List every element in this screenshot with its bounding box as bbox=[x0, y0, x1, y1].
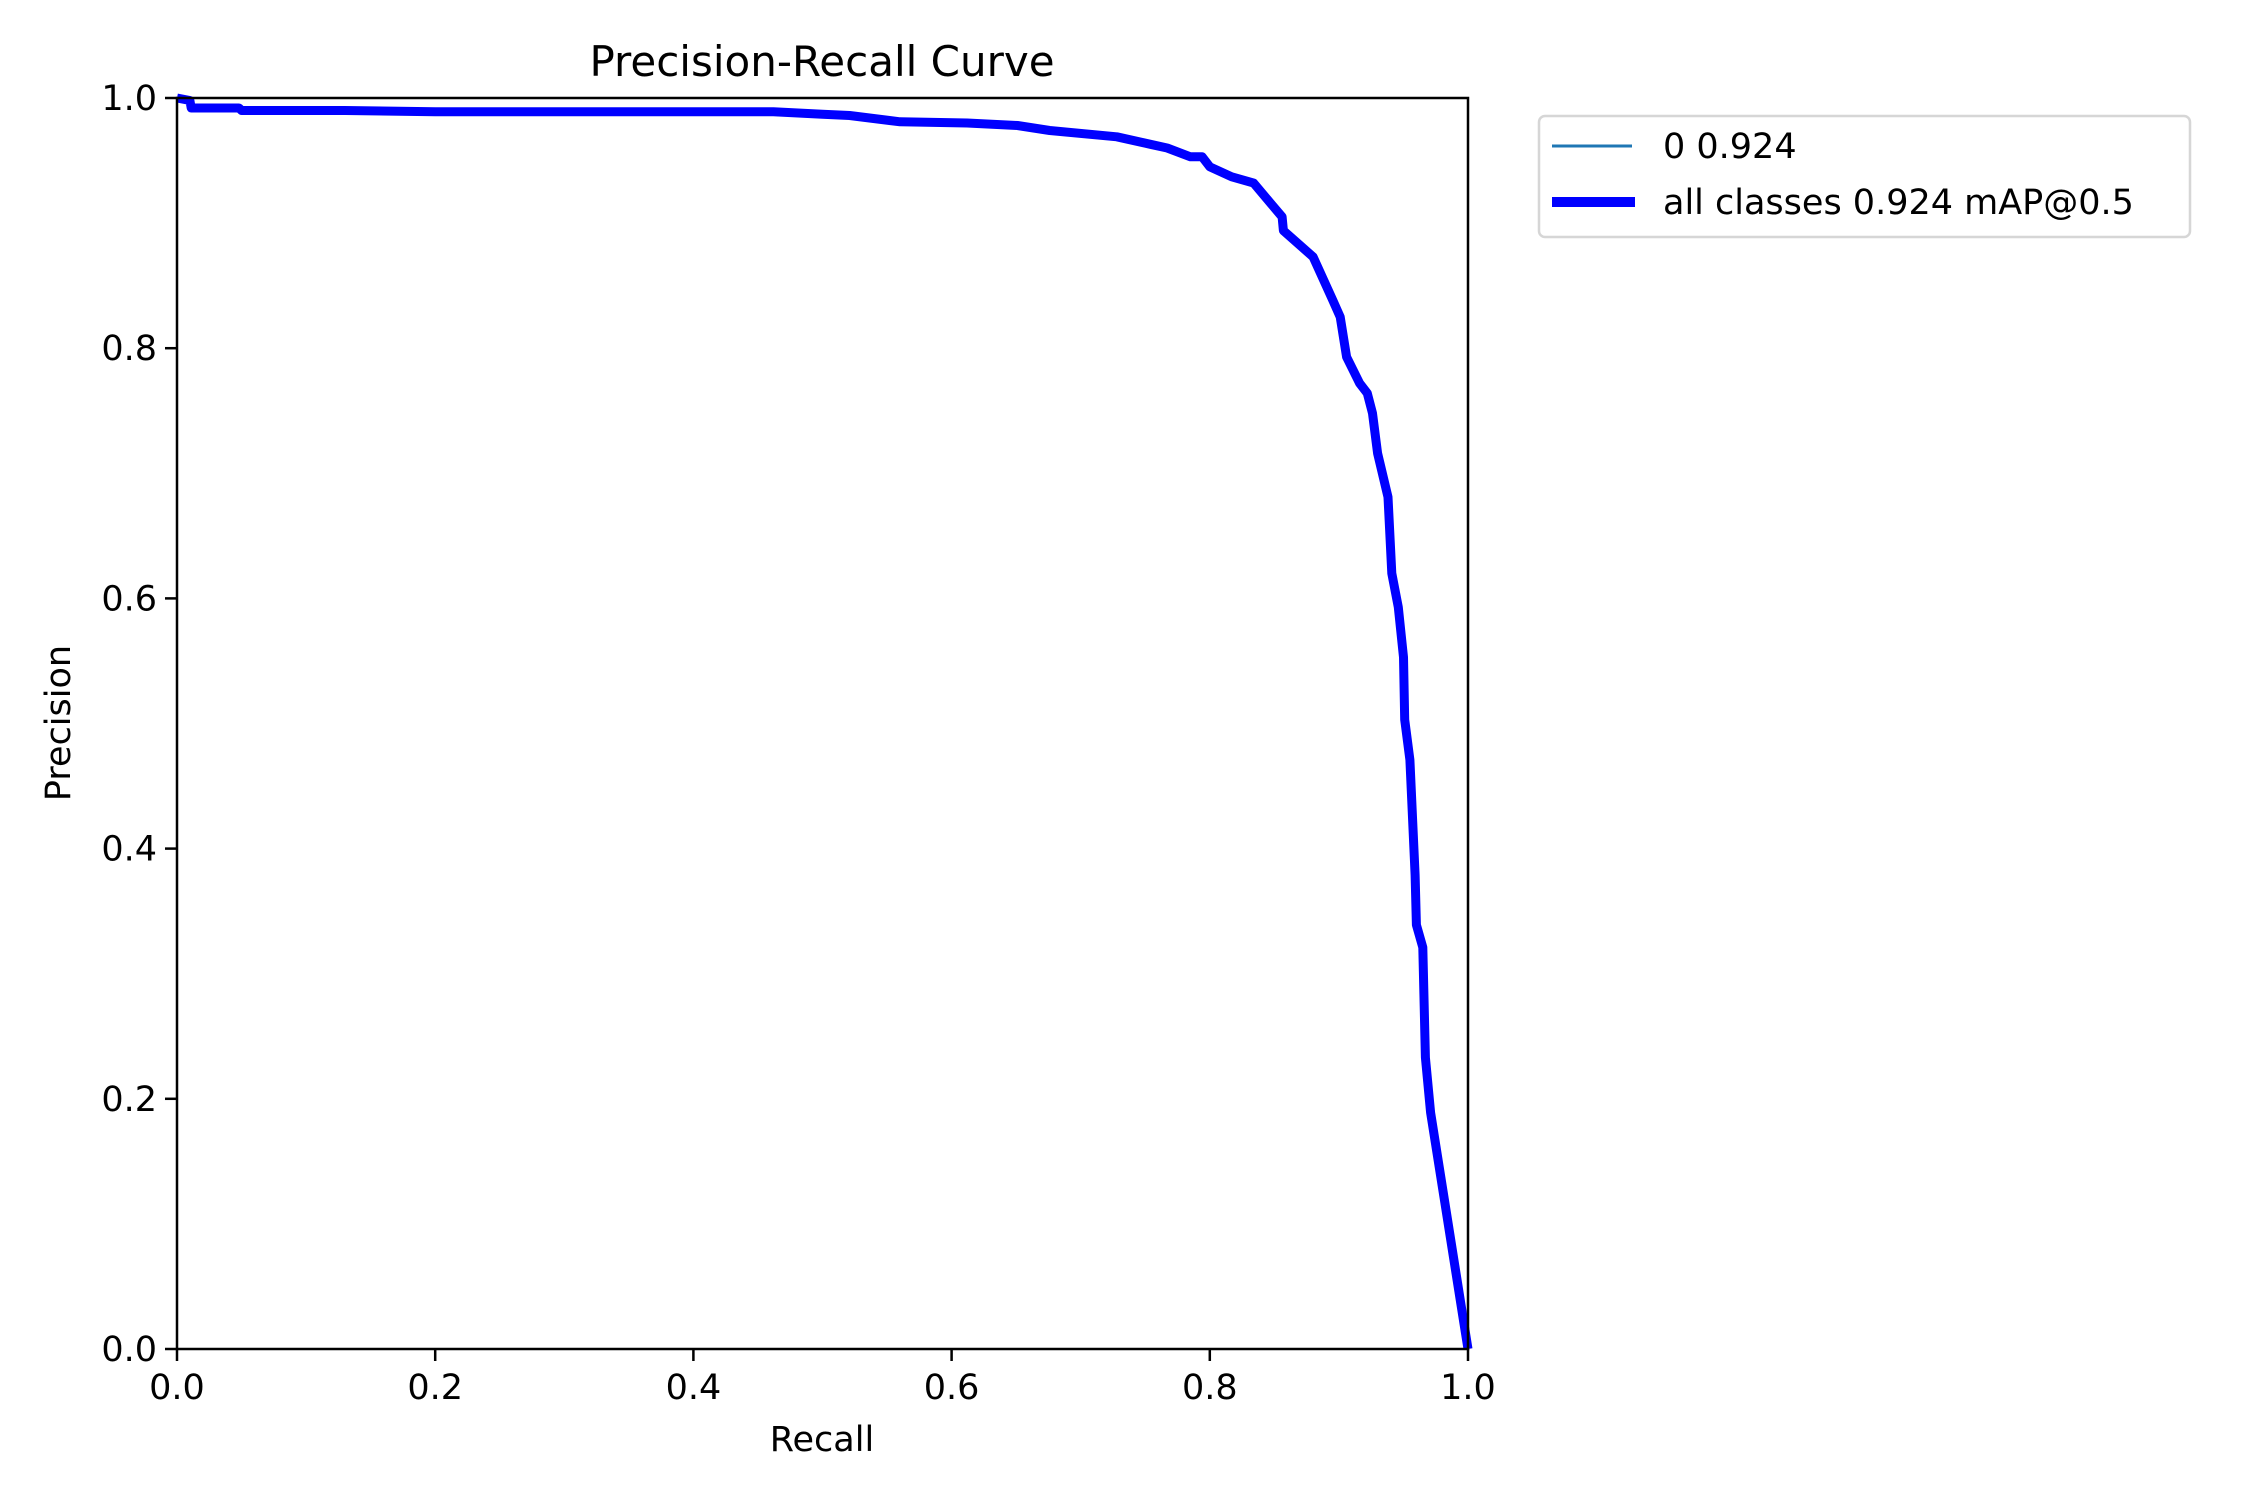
x-tick-label: 0.6 bbox=[924, 1368, 980, 1408]
x-tick-label: 1.0 bbox=[1440, 1368, 1496, 1408]
y-tick-label: 0.2 bbox=[101, 1080, 157, 1120]
y-tick-label: 0.4 bbox=[101, 830, 157, 870]
y-axis-ticks: 0.0 0.2 0.4 0.6 0.8 1.0 bbox=[101, 79, 177, 1370]
x-tick-label: 0.8 bbox=[1182, 1368, 1238, 1408]
y-tick-label: 1.0 bbox=[101, 79, 157, 119]
x-tick-label: 0.0 bbox=[149, 1368, 205, 1408]
series-line-1 bbox=[176, 93, 1473, 1350]
legend-label-all-classes: all classes 0.924 mAP@0.5 bbox=[1663, 183, 2134, 223]
y-tick-label: 0.8 bbox=[101, 329, 157, 369]
y-axis-label: Precision bbox=[39, 645, 79, 801]
axes-frame bbox=[175, 96, 1470, 1351]
y-tick-label: 0.0 bbox=[101, 1330, 157, 1370]
legend-label-class-0: 0 0.924 bbox=[1663, 127, 1797, 167]
x-axis-label: Recall bbox=[770, 1420, 874, 1460]
x-tick-label: 0.4 bbox=[666, 1368, 722, 1408]
series-layer bbox=[176, 93, 1473, 1350]
legend-frame bbox=[1537, 114, 2192, 239]
legend: 0 0.924 all classes 0.924 mAP@0.5 bbox=[1537, 114, 2192, 239]
y-tick-label: 0.6 bbox=[101, 579, 157, 619]
plot-area: 0.0 0.2 0.4 0.6 0.8 1.0 0.0 0.2 0.4 0.6 0.8 1.0 bbox=[101, 79, 1496, 1408]
x-axis-ticks: 0.0 0.2 0.4 0.6 0.8 1.0 bbox=[149, 1349, 1496, 1408]
chart-title: Precision-Recall Curve bbox=[589, 37, 1054, 86]
x-tick-label: 0.2 bbox=[407, 1368, 463, 1408]
